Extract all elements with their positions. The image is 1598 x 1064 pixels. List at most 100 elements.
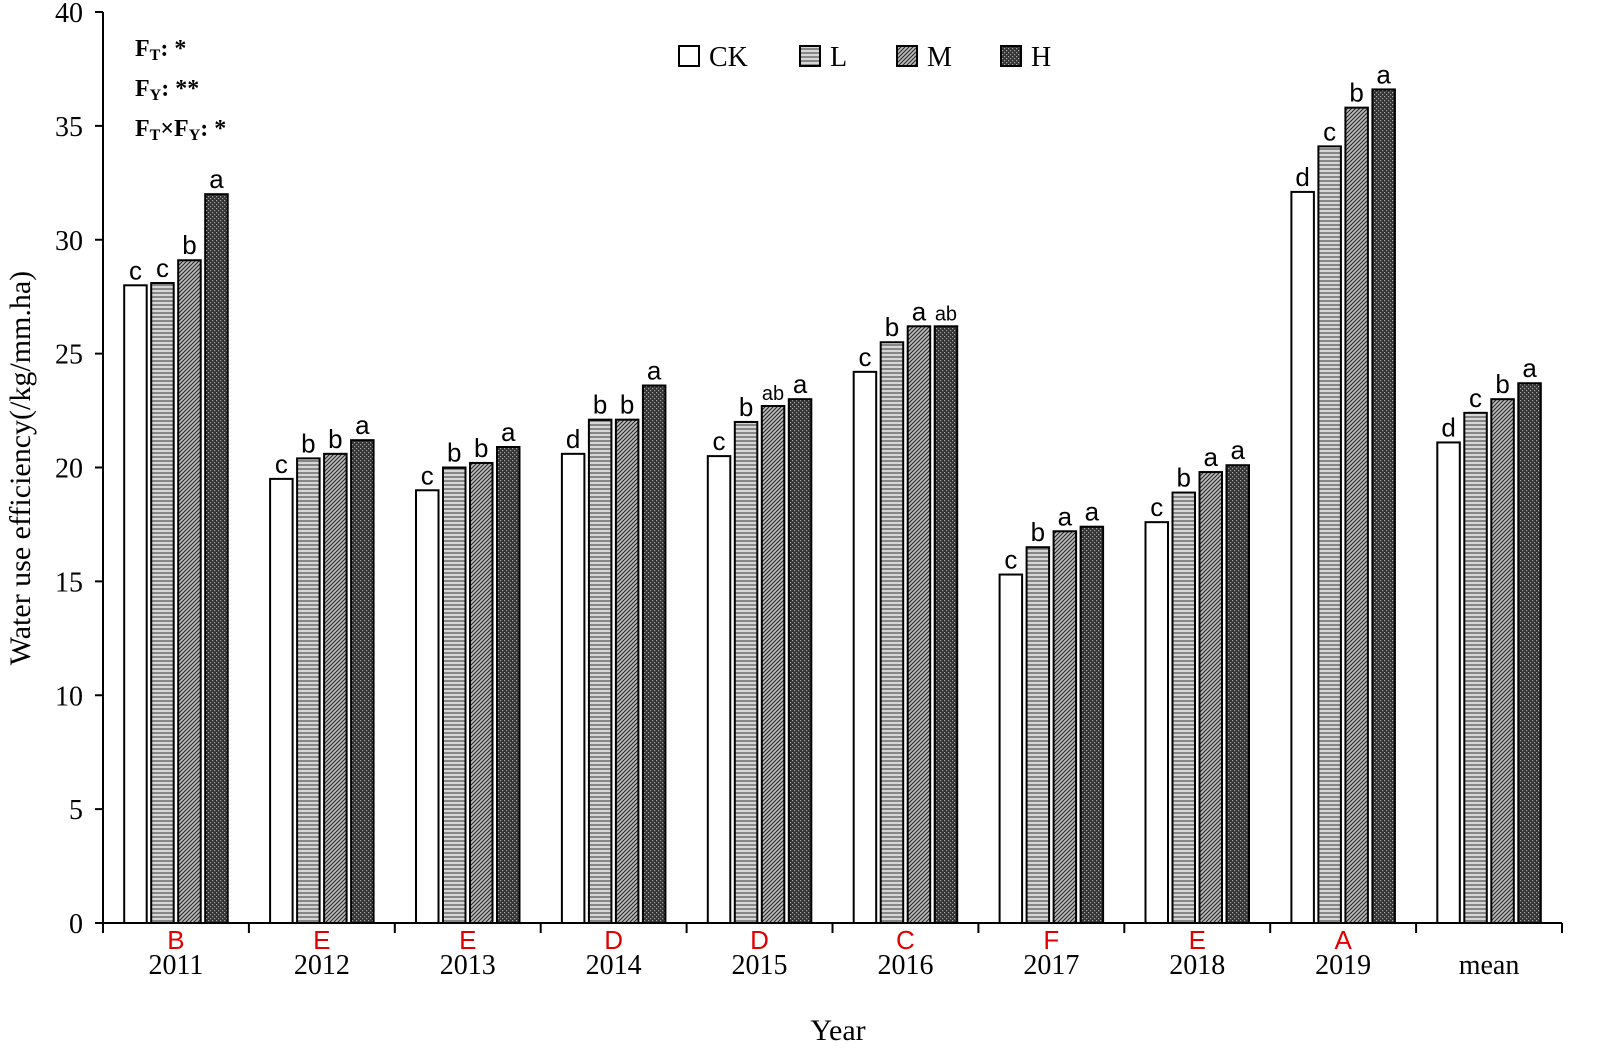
year-significance-letter: B <box>167 925 184 955</box>
bar-significance-letter: c <box>1323 116 1336 146</box>
anova-stat-line: FT: * <box>135 36 186 64</box>
x-tick-label: 2019 <box>1315 950 1371 981</box>
bar-h <box>1225 464 1250 924</box>
bar-series <box>123 88 1542 925</box>
bar-significance-letter: c <box>1150 492 1163 522</box>
year-significance-letter: A <box>1334 925 1352 955</box>
bar-significance-letter: b <box>1495 369 1509 399</box>
bar-significance-letter: a <box>501 417 516 447</box>
bar-significance-letter: a <box>209 164 224 194</box>
bar-significance-letter: b <box>885 312 899 342</box>
y-tick-label: 5 <box>69 795 83 826</box>
bar-significance-letter: b <box>1177 463 1191 493</box>
bar-h <box>496 446 521 924</box>
bar-significance-letter: b <box>1031 517 1045 547</box>
legend-label-m: M <box>927 42 952 73</box>
bar-significance-letter: b <box>474 433 488 463</box>
legend-swatch-l <box>799 45 821 67</box>
y-tick-label: 15 <box>55 567 83 598</box>
bar-ck <box>998 573 1024 924</box>
year-significance-letter: E <box>459 925 476 955</box>
bar-l <box>1171 491 1196 924</box>
bar-ck <box>706 455 732 924</box>
y-tick-label: 10 <box>55 681 83 712</box>
year-significance-letter: E <box>313 925 330 955</box>
bar-ck <box>852 370 878 925</box>
anova-stat-line: FY: ** <box>135 76 199 104</box>
bar-significance-letter: c <box>1004 545 1017 575</box>
bar-m <box>177 259 202 924</box>
bar-l <box>296 457 321 924</box>
bar-significance-letter: b <box>620 390 634 420</box>
bar-significance-letter: a <box>1376 59 1391 89</box>
x-tick-label: 2015 <box>732 950 788 981</box>
bar-significance-letter: a <box>355 410 370 440</box>
bar-significance-letter: c <box>421 460 434 490</box>
bar-ck <box>560 452 586 924</box>
bar-l <box>442 466 467 924</box>
bar-ck <box>1436 441 1461 924</box>
bar-h <box>787 398 813 924</box>
year-significance-letter: E <box>1189 925 1206 955</box>
bar-significance-letter: ab <box>935 303 957 325</box>
bar-ck <box>1290 190 1315 925</box>
bar-ck <box>1144 521 1169 924</box>
bar-l <box>879 341 905 924</box>
bar-significance-letter: a <box>912 296 927 326</box>
bar-significance-letter: c <box>858 342 871 372</box>
y-tick-label: 0 <box>69 909 83 940</box>
legend-swatch-m <box>896 45 918 67</box>
bar-m <box>469 461 494 924</box>
bar-significance-letter: c <box>129 255 142 285</box>
bar-l <box>1317 145 1342 924</box>
x-axis-ticks: 2011B2012E2013E2014D2015D2016C2017F2018E… <box>102 923 1563 981</box>
bar-significance-letter: c <box>1469 383 1482 413</box>
y-tick-label: 30 <box>55 226 83 257</box>
x-tick-label: 2012 <box>294 950 350 981</box>
bar-m <box>760 405 786 924</box>
bar-significance-letter: a <box>1085 497 1100 527</box>
bar-significance-letter: b <box>1349 78 1363 108</box>
bar-m <box>1198 471 1223 924</box>
bar-significance-letter: d <box>566 424 580 454</box>
x-tick-label: mean <box>1459 950 1520 981</box>
bar-m <box>1052 530 1078 925</box>
bar-l <box>733 420 759 924</box>
bar-h <box>1079 525 1105 925</box>
y-axis-ticks: 0 5 10 15 20 25 30 35 40 <box>55 0 103 940</box>
bar-ck <box>415 489 440 924</box>
legend-label-h: H <box>1031 42 1051 73</box>
bar-ck <box>269 477 294 924</box>
bar-l <box>1025 546 1051 925</box>
y-tick-label: 20 <box>55 454 83 485</box>
bar-significance-letter: b <box>739 392 753 422</box>
x-tick-label: 2016 <box>877 950 933 981</box>
bar-h <box>350 439 375 924</box>
bar-significance-letter: b <box>447 438 461 468</box>
legend: CK L M H <box>678 42 1051 73</box>
legend-swatch-ck <box>678 45 700 67</box>
bar-ck <box>123 284 148 924</box>
year-significance-letter: D <box>604 925 623 955</box>
bar-significance-letter: c <box>275 449 288 479</box>
x-tick-label: 2014 <box>586 950 642 981</box>
bar-l <box>587 418 613 924</box>
bar-m <box>323 452 348 924</box>
axes <box>102 12 1562 924</box>
bar-significance-letter: c <box>156 253 169 283</box>
bar-m <box>614 418 640 924</box>
bar-h <box>204 193 229 924</box>
bar-l <box>150 282 175 924</box>
bar-h <box>933 325 959 925</box>
bar-significance-letter: b <box>593 390 607 420</box>
bar-significance-letter: b <box>301 428 315 458</box>
legend-label-l: L <box>830 42 847 73</box>
x-tick-label: 2013 <box>440 950 496 981</box>
bar-h <box>1517 382 1542 925</box>
bar-significance-letter: b <box>182 230 196 260</box>
bar-significance-letter: a <box>1058 501 1073 531</box>
bar-significance-letter: d <box>1295 162 1309 192</box>
bar-significance-letter: c <box>713 426 726 456</box>
